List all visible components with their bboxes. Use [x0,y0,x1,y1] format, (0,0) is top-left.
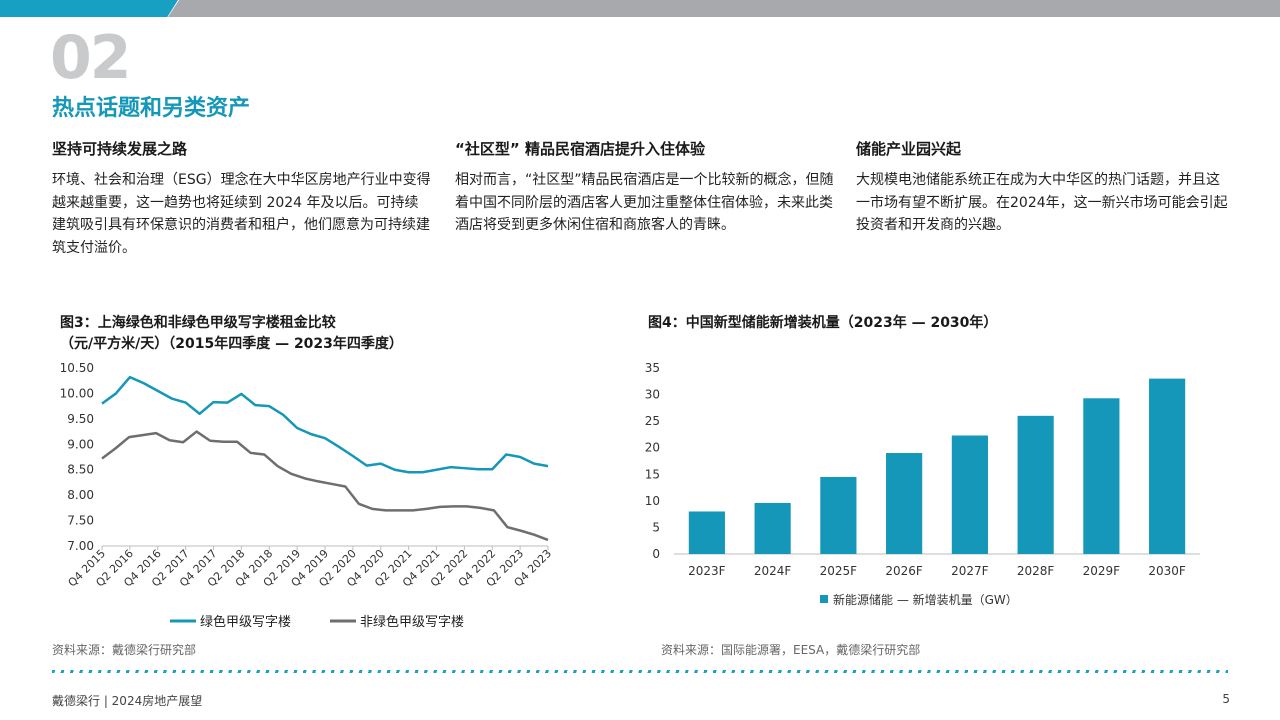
figure3-source: 资料来源：戴德梁行研究部 [52,643,197,657]
legend-label: 非绿色甲级写字楼 [360,614,464,630]
y-tick-label: 7.50 [67,514,94,528]
section-number: 02 [50,23,131,93]
x-tick-label: 2028F [1017,564,1055,578]
page-number: 5 [1222,692,1230,706]
legend-label: 绿色甲级写字楼 [200,614,291,630]
y-tick-label: 7.00 [67,539,94,553]
y-tick-label: 15 [645,467,660,481]
bar-2027F [951,435,988,554]
y-tick-label: 0 [652,547,660,561]
figure4-title: 图4：中国新型储能新增装机量（2023年 — 2030年） [648,315,998,331]
bar-2029F [1083,398,1120,554]
bar-2028F [1017,415,1054,554]
bar-2025F [820,476,857,554]
x-tick-label: 2025F [820,564,858,578]
x-tick-label: 2023F [688,564,726,578]
green-office-rent-line [101,375,549,474]
legend-swatch [820,595,828,603]
y-tick-label: 25 [645,414,660,428]
y-tick-label: 30 [645,388,660,402]
column-heading: 坚持可持续发展之路 [52,140,188,158]
bar-2023F [688,511,725,554]
figure3-title-line1: 图3：上海绿色和非绿色甲级写字楼租金比较 [60,315,336,331]
y-tick-label: 8.00 [67,488,94,502]
bar-2026F [886,453,923,554]
bar-2024F [754,502,791,554]
y-tick-label: 10 [645,494,660,508]
y-tick-label: 10.00 [60,386,94,400]
bar-2030F [1149,378,1186,554]
figure3-title: 图3：上海绿色和非绿色甲级写字楼租金比较 （元/平方米/天）（2015年四季度 … [60,313,403,355]
y-tick-label: 9.00 [67,437,94,451]
footer-publication: 戴德梁行 | 2024房地产展望 [52,694,203,708]
x-tick-label: 2030F [1148,564,1186,578]
x-tick-label: 2029F [1083,564,1121,578]
y-tick-label: 5 [652,520,660,534]
y-tick-label: 35 [645,361,660,375]
footer-dashed-divider [52,670,1228,673]
y-tick-label: 8.50 [67,463,94,477]
section-title: 热点话题和另类资产 [52,96,251,121]
non-green-office-rent-line [101,430,549,542]
figure3-title-line2: （元/平方米/天）（2015年四季度 — 2023年四季度） [60,336,403,352]
x-tick-label: 2024F [754,564,792,578]
column-sustainability: 坚持可持续发展之路 环境、社会和治理（ESG）理念在大中华区房地产行业中变得越来… [52,138,432,259]
legend-label: 新能源储能 — 新增装机量（GW） [833,592,1018,607]
column-boutique-hotel: “社区型” 精品民宿酒店提升入住体验 相对而言，“社区型”精品民宿酒店是一个比较… [455,138,835,237]
x-tick-label: 2027F [951,564,989,578]
column-body: 环境、社会和治理（ESG）理念在大中华区房地产行业中变得越来越重要，这一趋势也将… [52,172,431,256]
y-tick-label: 9.50 [67,412,94,426]
x-tick-label: 2026F [885,564,923,578]
column-body: 大规模电池储能系统正在成为大中华区的热门话题，并且这一市场有望不断扩展。在202… [856,172,1228,233]
y-tick-label: 10.50 [60,361,94,375]
y-tick-label: 20 [645,441,660,455]
top-accent-bar [0,0,178,17]
top-gray-bar [168,0,1280,17]
energy-storage-bar-chart: 0 5 10 15 20 25 30 35 2023F 2024F 2025F 2026F 2027F 2… [645,361,1200,607]
column-heading: “社区型” 精品民宿酒店提升入住体验 [455,140,705,158]
column-heading: 储能产业园兴起 [856,140,962,158]
figure4-source: 资料来源：国际能源署，EESA，戴德梁行研究部 [661,643,921,657]
column-energy-storage: 储能产业园兴起 大规模电池储能系统正在成为大中华区的热门话题，并且这一市场有望不… [856,138,1228,237]
column-body: 相对而言，“社区型”精品民宿酒店是一个比较新的概念，但随着中国不同阶层的酒店客人… [455,172,834,233]
